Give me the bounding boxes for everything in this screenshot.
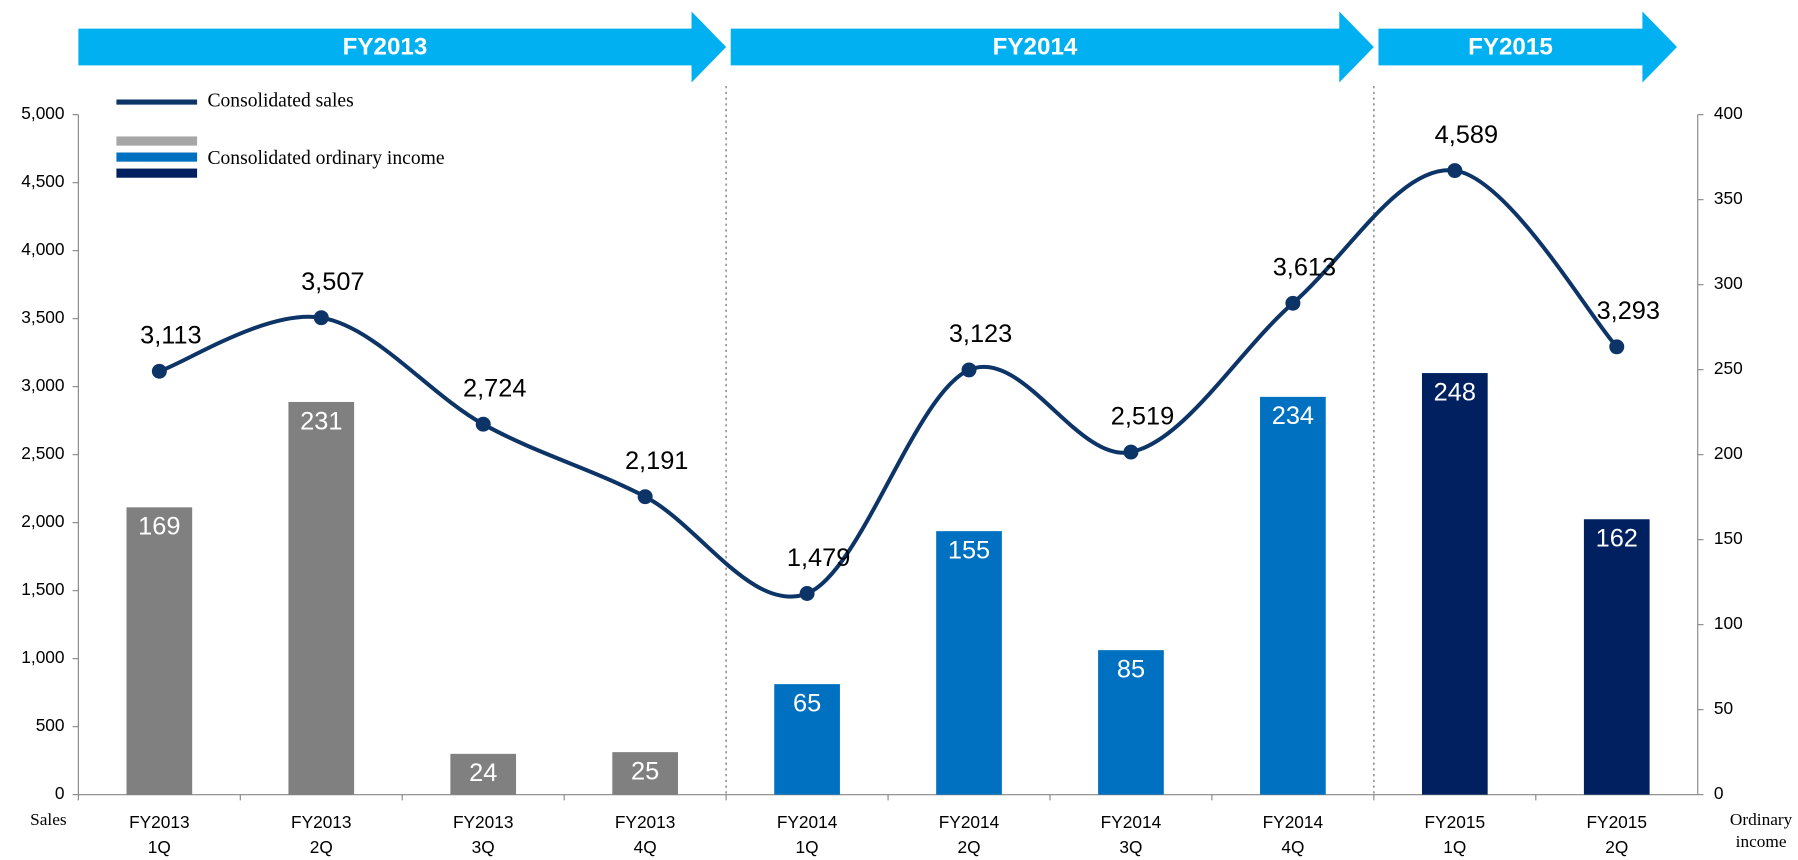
x-tick-label: FY2013 [129,812,190,832]
data-label: 3,507 [301,268,364,296]
x-tick-label: 2Q [957,837,980,857]
legend-label: Consolidated sales [207,91,353,112]
y2-axis-label-line: Ordinary [1730,810,1793,829]
period-banner [78,11,727,83]
period-banner [730,11,1374,83]
bar [450,753,517,795]
y2-tick-label: 150 [1714,528,1743,548]
bar-label: 248 [1434,378,1476,406]
y2-axis-label-line: income [1736,832,1787,851]
legend-swatch [116,152,198,162]
x-tick-label: 2Q [1605,837,1628,857]
x-tick-label: FY2014 [939,812,1000,832]
data-label: 2,191 [625,447,688,475]
data-label: 2,519 [1111,402,1174,430]
y-tick-label: 4,000 [21,239,64,259]
bar-label: 25 [631,758,659,786]
x-tick-label: FY2015 [1586,812,1647,832]
y-tick-label: 500 [36,715,65,735]
bar [1098,650,1164,795]
data-label: 3,293 [1597,297,1660,325]
y-axis-label: Sales [30,810,67,829]
y-tick-label: 2,500 [21,443,64,463]
x-tick-label: 3Q [1119,837,1142,857]
bar-label: 85 [1117,656,1145,684]
bar [288,401,355,795]
bar-label: 155 [948,537,990,565]
line-point [1447,163,1463,179]
line-point [475,416,491,432]
y-tick-label: 1,500 [21,579,64,599]
y2-axis-label: Ordinary income [1730,810,1793,851]
x-tick-label: 4Q [634,837,657,857]
x-tick-label: FY2014 [1101,812,1162,832]
y2-tick-label: 250 [1714,358,1743,378]
line-point [1123,444,1139,460]
x-tick-label: 1Q [1443,837,1466,857]
line-point [313,310,329,326]
bar-label: 162 [1596,525,1638,553]
x-tick-label: FY2013 [291,812,352,832]
y-tick-label: 2,000 [21,511,64,531]
y2-tick-label: 350 [1714,188,1743,208]
period-label: FY2014 [993,34,1078,61]
y-tick-label: 1,000 [21,647,64,667]
line-point [961,362,977,378]
y-tick-label: 3,000 [21,375,64,395]
x-tick-label: 3Q [472,837,495,857]
y2-tick-label: 400 [1714,103,1743,123]
x-tick-label: FY2015 [1425,812,1486,832]
line-point [1609,339,1625,355]
period-label: FY2013 [343,34,428,61]
line-point [637,489,653,505]
data-label: 2,724 [463,375,526,403]
period-banner [1378,11,1677,83]
bar [936,531,1002,795]
y2-tick-label: 0 [1714,783,1724,803]
bar-label: 24 [469,759,497,787]
legend-swatch [116,136,198,146]
bar-label: 169 [138,513,180,541]
data-label: 3,123 [949,320,1012,348]
bar-label: 231 [300,407,342,435]
x-tick-label: 4Q [1281,837,1304,857]
y-tick-label: 5,000 [21,103,64,123]
x-tick-label: FY2013 [615,812,676,832]
data-label: 3,613 [1273,254,1336,282]
y-tick-label: 4,500 [21,171,64,191]
bar [1421,373,1488,795]
data-label: 4,589 [1435,121,1498,149]
bar-label: 234 [1272,402,1314,430]
line [158,168,1619,599]
bar [1260,396,1326,795]
period-label: FY2015 [1468,34,1553,61]
x-tick-label: FY2013 [453,812,514,832]
x-tick-label: FY2014 [1263,812,1324,832]
line-point [799,586,815,601]
line-point [1285,295,1301,311]
y-tick-label: 0 [55,783,65,803]
legend-label: Consolidated ordinary income [207,148,444,169]
x-tick-label: 1Q [148,837,171,857]
bar [126,507,193,795]
y2-tick-label: 100 [1714,613,1743,633]
data-label: 3,113 [140,322,202,350]
y-tick-label: 3,500 [21,307,64,327]
y2-tick-label: 50 [1714,698,1733,718]
line-point [151,363,167,379]
y2-tick-label: 300 [1714,273,1743,293]
x-tick-label: 1Q [796,837,819,857]
bar-label: 65 [793,690,821,718]
x-tick-label: 2Q [310,837,333,857]
bar [612,752,678,795]
bar [1583,519,1650,795]
bar [774,684,840,795]
legend-swatch [116,168,198,178]
data-label: 1,479 [787,544,850,572]
y2-tick-label: 200 [1714,443,1743,463]
x-tick-label: FY2014 [777,812,838,832]
